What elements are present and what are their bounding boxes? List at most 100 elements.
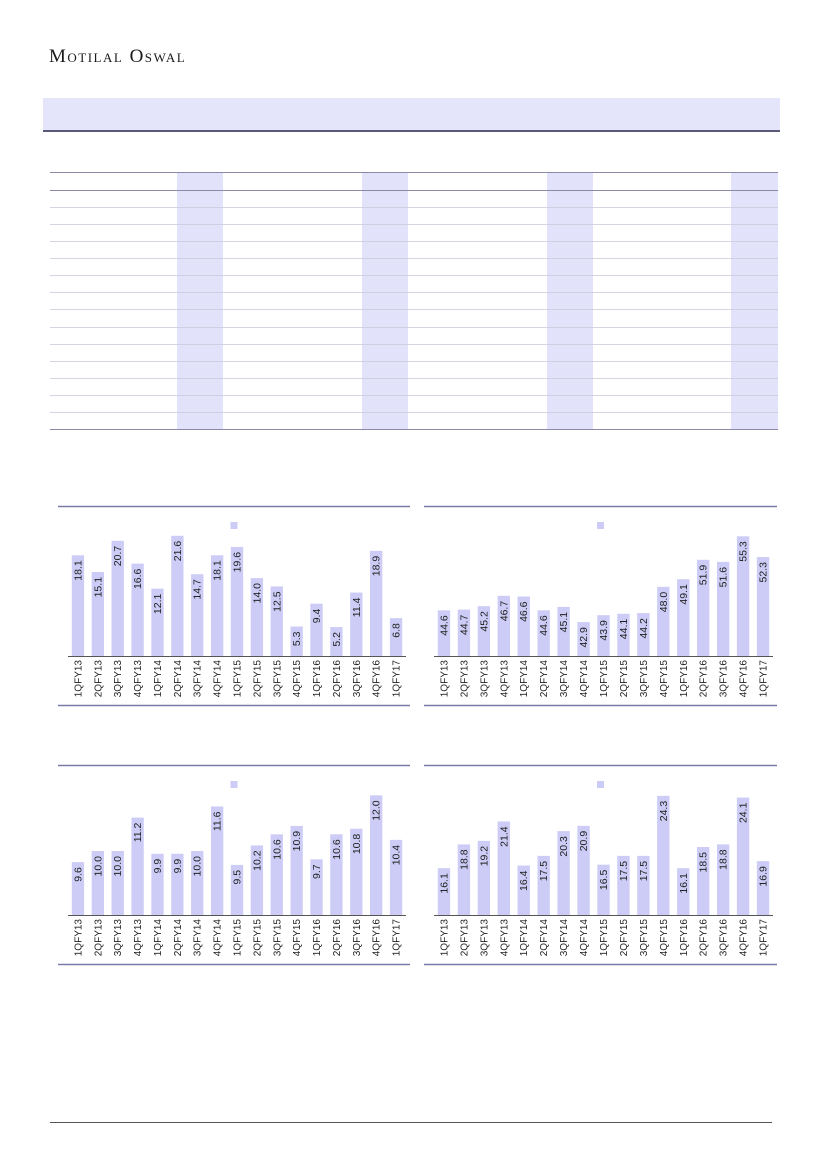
bar xyxy=(171,535,184,656)
data-label: 44.1 xyxy=(618,619,630,640)
x-tick-label: 1QFY13 xyxy=(73,919,84,957)
bar xyxy=(437,610,451,656)
x-tick-label: 4QFY16 xyxy=(739,660,750,698)
data-label: 44.6 xyxy=(538,615,550,636)
bar xyxy=(71,862,85,915)
bar xyxy=(111,540,124,656)
x-tick-label: 3QFY14 xyxy=(193,919,204,957)
bar xyxy=(131,817,144,915)
bar xyxy=(517,596,530,656)
data-label: 10.4 xyxy=(391,845,403,866)
data-label: 15.1 xyxy=(92,577,104,598)
x-tick-label: 3QFY16 xyxy=(352,660,363,698)
x-tick-label: 3QFY13 xyxy=(113,919,124,957)
x-tick-label: 1QFY13 xyxy=(439,919,450,957)
x-tick-label: 4QFY13 xyxy=(133,660,144,698)
data-label: 6.8 xyxy=(391,623,403,638)
legend-swatch xyxy=(597,522,604,529)
x-tick-label: 1QFY16 xyxy=(312,919,323,957)
bar xyxy=(290,825,303,915)
section-banner xyxy=(43,98,780,132)
table-band-3 xyxy=(547,172,593,430)
bar xyxy=(697,847,710,915)
bar xyxy=(270,834,283,915)
x-tick-label: 2QFY15 xyxy=(619,919,630,957)
x-tick-label: 3QFY13 xyxy=(479,919,490,957)
x-tick-label: 3QFY14 xyxy=(193,660,204,698)
data-table xyxy=(50,172,778,430)
data-label: 16.4 xyxy=(518,870,530,891)
data-label: 48.0 xyxy=(658,592,670,613)
bar xyxy=(736,797,750,915)
x-tick-label: 1QFY16 xyxy=(312,660,323,698)
bar xyxy=(756,861,770,915)
x-tick-label: 3QFY15 xyxy=(272,660,283,698)
x-tick-label: 1QFY17 xyxy=(759,660,770,698)
x-tick-label: 4QFY16 xyxy=(739,919,750,957)
x-tick-label: 4QFY16 xyxy=(372,660,383,698)
data-label: 10.8 xyxy=(351,834,363,855)
bar xyxy=(171,853,184,915)
x-tick-label: 4QFY15 xyxy=(659,919,670,957)
data-label: 44.7 xyxy=(458,614,470,635)
bar xyxy=(290,626,303,656)
bar xyxy=(437,868,451,915)
data-label: 21.6 xyxy=(172,541,184,562)
data-label: 20.9 xyxy=(578,831,590,852)
bar xyxy=(131,563,144,656)
bar xyxy=(557,831,570,915)
bar xyxy=(270,586,283,656)
bar xyxy=(637,855,650,915)
bar xyxy=(497,821,510,915)
footer-rule xyxy=(50,1122,772,1123)
bar xyxy=(736,536,750,656)
bar xyxy=(310,603,323,656)
x-tick-label: 1QFY15 xyxy=(233,660,244,698)
x-tick-label: 4QFY14 xyxy=(213,919,224,957)
data-label: 18.9 xyxy=(371,556,383,577)
x-tick-label: 3QFY14 xyxy=(559,660,570,698)
data-label: 16.5 xyxy=(598,870,610,891)
bar xyxy=(91,571,104,656)
table-band-2 xyxy=(362,172,408,430)
data-label: 16.6 xyxy=(132,568,144,589)
x-tick-label: 1QFY17 xyxy=(759,919,770,957)
bar xyxy=(151,853,164,915)
data-label: 14.0 xyxy=(251,583,263,604)
bar xyxy=(310,859,323,915)
data-label: 42.9 xyxy=(578,627,590,648)
bar xyxy=(657,795,670,915)
bar-chart-1: 18.1 1QFY13 15.1 2QFY13 20.7 3QFY13 16.6 4QFY13… xyxy=(58,505,410,707)
bar xyxy=(617,613,630,656)
chart-panel-3: 9.6 1QFY13 10.0 2QFY13 10.0 3QFY13 11.2 4QFY13 9… xyxy=(58,764,410,966)
x-tick-label: 4QFY15 xyxy=(659,660,670,698)
bar xyxy=(151,588,164,656)
legend-swatch xyxy=(230,781,238,788)
data-label: 44.2 xyxy=(638,618,650,639)
x-tick-label: 3QFY15 xyxy=(639,660,650,698)
bar xyxy=(330,627,343,656)
data-label: 16.9 xyxy=(758,866,770,887)
x-tick-label: 1QFY15 xyxy=(599,660,610,698)
bar-chart-3: 9.6 1QFY13 10.0 2QFY13 10.0 3QFY13 11.2 4QFY13 9… xyxy=(58,764,410,966)
chart-panel-4: 16.1 1QFY13 18.8 2QFY13 19.2 3QFY13 21.4 4QFY13… xyxy=(424,764,777,966)
x-tick-label: 3QFY16 xyxy=(719,660,730,698)
bar xyxy=(657,586,670,656)
bar xyxy=(716,844,730,915)
bar xyxy=(457,609,471,656)
bar xyxy=(370,795,383,915)
data-label: 12.1 xyxy=(152,594,164,615)
data-label: 55.3 xyxy=(738,541,750,562)
bar xyxy=(250,845,264,915)
data-label: 9.7 xyxy=(311,864,323,879)
data-label: 16.1 xyxy=(438,873,450,894)
bar xyxy=(677,579,690,656)
bar xyxy=(577,825,590,915)
x-tick-label: 2QFY13 xyxy=(93,660,104,698)
data-label: 18.8 xyxy=(458,849,470,870)
data-label: 20.7 xyxy=(112,546,124,567)
data-label: 52.3 xyxy=(758,562,770,583)
x-tick-label: 1QFY14 xyxy=(519,919,530,957)
data-label: 11.4 xyxy=(351,597,363,617)
bar xyxy=(517,865,530,915)
